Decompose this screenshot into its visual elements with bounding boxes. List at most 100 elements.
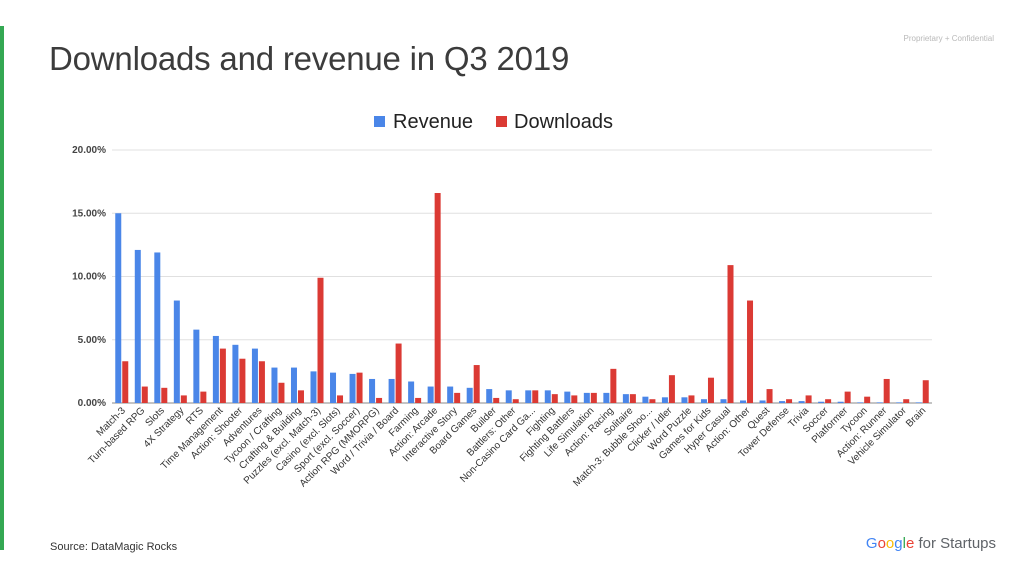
downloads-bar: [864, 396, 871, 403]
revenue-bar: [544, 390, 551, 403]
downloads-bar: [610, 368, 617, 403]
y-tick-label: 15.00%: [72, 208, 106, 219]
revenue-bar: [896, 402, 903, 403]
downloads-bar: [278, 382, 285, 403]
downloads-bar: [727, 265, 734, 403]
revenue-bar: [525, 390, 532, 403]
downloads-bar: [258, 361, 265, 403]
revenue-bar: [818, 401, 825, 403]
revenue-bar: [798, 401, 805, 403]
legend-downloads-swatch: [496, 116, 507, 127]
accent-bar: [0, 26, 4, 550]
revenue-bar: [154, 252, 161, 403]
revenue-bar: [212, 335, 219, 403]
revenue-bar: [622, 394, 629, 403]
revenue-bar: [603, 392, 610, 403]
revenue-bar: [681, 397, 688, 403]
revenue-bar: [251, 348, 258, 403]
downloads-bar: [512, 399, 519, 403]
revenue-bar: [740, 400, 747, 403]
downloads-bar: [844, 391, 851, 403]
downloads-bar: [688, 395, 695, 403]
revenue-bar: [583, 392, 590, 403]
revenue-bar: [115, 213, 122, 403]
downloads-bar: [122, 361, 129, 403]
downloads-bar: [376, 397, 383, 403]
revenue-bar: [427, 386, 434, 403]
downloads-bar: [434, 193, 441, 403]
revenue-bar: [720, 399, 727, 403]
downloads-bar: [649, 399, 656, 403]
downloads-bar: [141, 386, 148, 403]
revenue-bar: [486, 389, 493, 403]
downloads-bar: [297, 390, 304, 403]
downloads-bar: [883, 378, 890, 403]
revenue-bar: [915, 402, 922, 403]
revenue-bar: [232, 344, 239, 403]
revenue-bar: [466, 387, 473, 403]
downloads-bar: [239, 358, 246, 403]
downloads-bar: [747, 300, 754, 403]
downloads-bar: [454, 392, 461, 403]
downloads-bar: [532, 390, 539, 403]
revenue-bar: [661, 397, 668, 403]
revenue-bar: [700, 399, 707, 403]
downloads-bar: [317, 277, 324, 403]
downloads-bar: [200, 391, 207, 403]
downloads-bar: [395, 343, 402, 403]
page-title: Downloads and revenue in Q3 2019: [49, 40, 570, 77]
downloads-bar: [473, 365, 480, 403]
downloads-bar: [825, 399, 832, 403]
y-tick-label: 10.00%: [72, 272, 106, 283]
revenue-bar: [271, 367, 278, 403]
revenue-bar: [369, 378, 376, 403]
legend-downloads-label: Downloads: [514, 111, 613, 133]
revenue-bar: [173, 300, 180, 403]
revenue-bar: [447, 386, 454, 403]
downloads-bar: [590, 392, 597, 403]
revenue-bar: [564, 391, 571, 403]
revenue-bar: [388, 378, 395, 403]
downloads-bar: [707, 377, 714, 403]
downloads-bar: [493, 397, 500, 403]
legend-revenue-label: Revenue: [393, 111, 473, 133]
downloads-bar: [766, 389, 773, 403]
downloads-bar: [161, 387, 168, 403]
downloads-bar: [551, 394, 558, 403]
x-tick-label: Brain: [904, 405, 928, 429]
downloads-bar: [356, 372, 363, 403]
revenue-bar: [330, 372, 337, 403]
revenue-bar: [505, 390, 512, 403]
revenue-bar: [857, 402, 864, 403]
revenue-bar: [134, 249, 141, 403]
confidential-label: Proprietary + Confidential: [903, 34, 995, 43]
downloads-bar: [415, 397, 422, 403]
downloads-bar: [668, 375, 675, 403]
downloads-bar: [180, 395, 187, 403]
downloads-bar: [571, 395, 578, 403]
downloads-bar: [903, 399, 910, 403]
revenue-bar: [876, 402, 883, 403]
downloads-bar: [629, 394, 636, 403]
source-note: Source: DataMagic Rocks: [50, 541, 178, 553]
downloads-bar: [786, 399, 793, 403]
revenue-bar: [837, 401, 844, 403]
revenue-bar: [290, 367, 297, 403]
revenue-bar: [408, 381, 415, 403]
legend-revenue-swatch: [374, 116, 385, 127]
google-for-startups-logo: Google for Startups: [865, 535, 996, 552]
downloads-bar: [219, 348, 226, 403]
y-tick-label: 5.00%: [78, 335, 106, 346]
downloads-bar: [922, 380, 929, 403]
revenue-bar: [759, 400, 766, 403]
downloads-bar: [805, 395, 812, 403]
y-tick-label: 20.00%: [72, 145, 106, 156]
y-tick-label: 0.00%: [78, 398, 106, 409]
revenue-bar: [349, 373, 356, 403]
revenue-bar: [193, 329, 200, 403]
downloads-bar: [337, 395, 344, 403]
revenue-bar: [642, 396, 649, 403]
revenue-bar: [310, 371, 317, 403]
revenue-bar: [779, 401, 786, 403]
